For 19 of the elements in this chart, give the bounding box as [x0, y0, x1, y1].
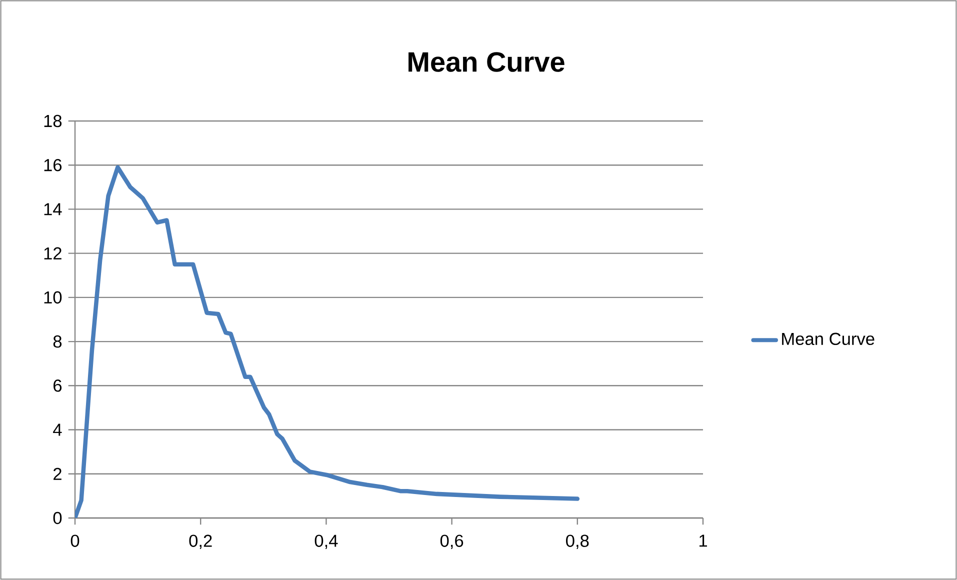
- y-tick-label: 0: [53, 512, 62, 524]
- x-tick-label: 0,6: [440, 534, 464, 550]
- y-tick-label: 4: [53, 424, 62, 436]
- x-tick-label: 0,2: [189, 534, 212, 550]
- x-tick-label: 0,8: [566, 534, 589, 550]
- y-tick-label: 18: [44, 114, 62, 128]
- y-tick-label: 6: [54, 380, 62, 392]
- y-tick-label: 8: [53, 335, 62, 348]
- x-tick-label: 1: [700, 534, 707, 547]
- x-tick-label: 0: [70, 534, 80, 547]
- chart-title: Mean Curve: [408, 52, 564, 72]
- x-tick-label: 0,4: [314, 534, 338, 550]
- legend-label: Mean Curve: [782, 332, 874, 346]
- line-series: [75, 165, 580, 518]
- y-tick-label: 10: [44, 291, 62, 304]
- y-tick-label: 14: [44, 203, 62, 216]
- y-tick-label: 12: [44, 247, 62, 260]
- y-tick-label: 16: [44, 158, 62, 172]
- y-tick-label: 2: [54, 468, 62, 480]
